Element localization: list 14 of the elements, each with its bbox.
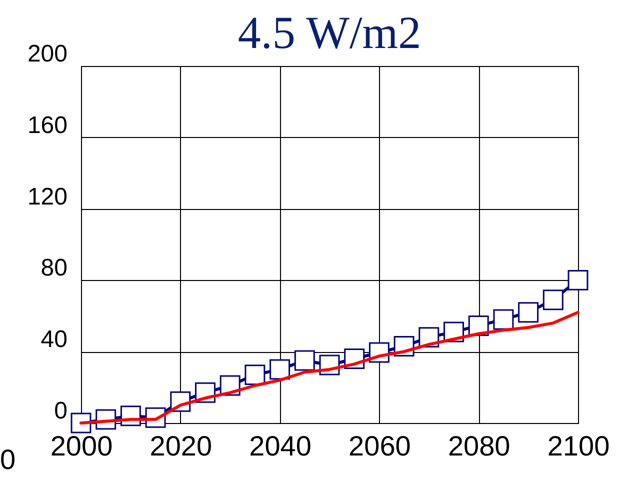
- y-tick-label: 40: [40, 326, 68, 354]
- chart-title: 4.5 W/m2: [238, 7, 422, 58]
- text: 0: [0, 444, 16, 476]
- x-tick-label: 2020: [150, 430, 212, 462]
- x-tick-label: 2000: [50, 430, 113, 462]
- x-tick-label: 2060: [348, 430, 411, 462]
- y-tick-label: 120: [27, 183, 68, 210]
- x-tick-label: 2080: [448, 430, 510, 462]
- y-tick-label: 0: [54, 398, 68, 424]
- x-tick-label: 2100: [547, 430, 610, 462]
- y-tick-label: 80: [40, 254, 68, 282]
- x-tick-label: 2040: [249, 430, 312, 462]
- y-tick-label: 200: [27, 40, 68, 68]
- y-tick-label: 160: [27, 112, 68, 139]
